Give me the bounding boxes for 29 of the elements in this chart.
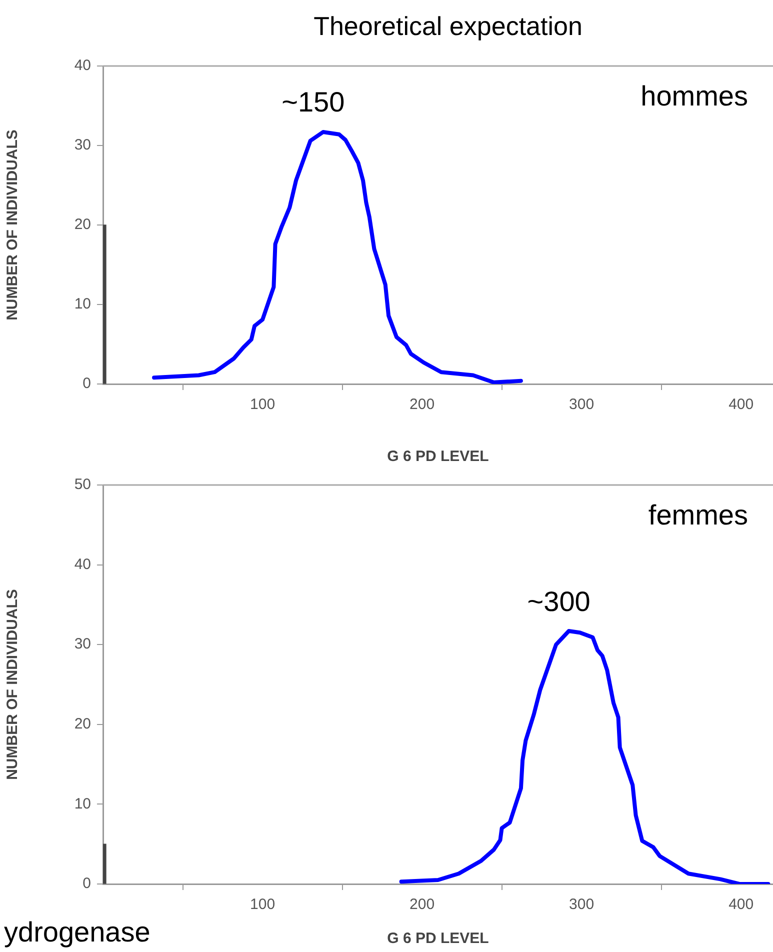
annotation: ~150 <box>282 86 345 118</box>
x-tick-label: 100 <box>250 896 276 914</box>
y-tick-label: 30 <box>74 636 91 653</box>
x-axis-title: G 6 PD LEVEL <box>387 930 489 948</box>
x-tick-label: 300 <box>569 396 594 414</box>
y-tick-label: 20 <box>74 216 91 234</box>
chart-title: Theoretical expectation <box>314 11 582 42</box>
y-tick-label: 30 <box>74 136 91 154</box>
text: ydrogenase <box>4 916 150 948</box>
y-tick-label: 20 <box>74 716 91 733</box>
y-tick-label: 10 <box>74 296 91 313</box>
annotation: ~300 <box>527 586 590 617</box>
annotation: femmes <box>648 500 748 531</box>
y-axis-title: NUMBER OF INDIVIDUALS <box>4 130 22 320</box>
y-tick-label: 40 <box>74 556 91 573</box>
x-tick-label: 400 <box>728 396 754 414</box>
x-tick-label: 100 <box>250 396 276 414</box>
y-tick-label: 0 <box>82 875 91 892</box>
x-tick-label: 400 <box>728 896 754 914</box>
x-tick-label: 200 <box>410 896 435 914</box>
annotation: hommes <box>640 80 748 112</box>
y-tick-label: 40 <box>74 57 91 74</box>
x-axis-title: G 6 PD LEVEL <box>387 448 489 466</box>
y-tick-label: 10 <box>74 795 91 812</box>
y-tick-label: 50 <box>74 476 91 494</box>
y-axis-title: NUMBER OF INDIVIDUALS <box>4 589 22 780</box>
x-tick-label: 200 <box>410 396 435 414</box>
y-tick-label: 0 <box>82 375 91 392</box>
x-tick-label: 300 <box>569 896 594 914</box>
